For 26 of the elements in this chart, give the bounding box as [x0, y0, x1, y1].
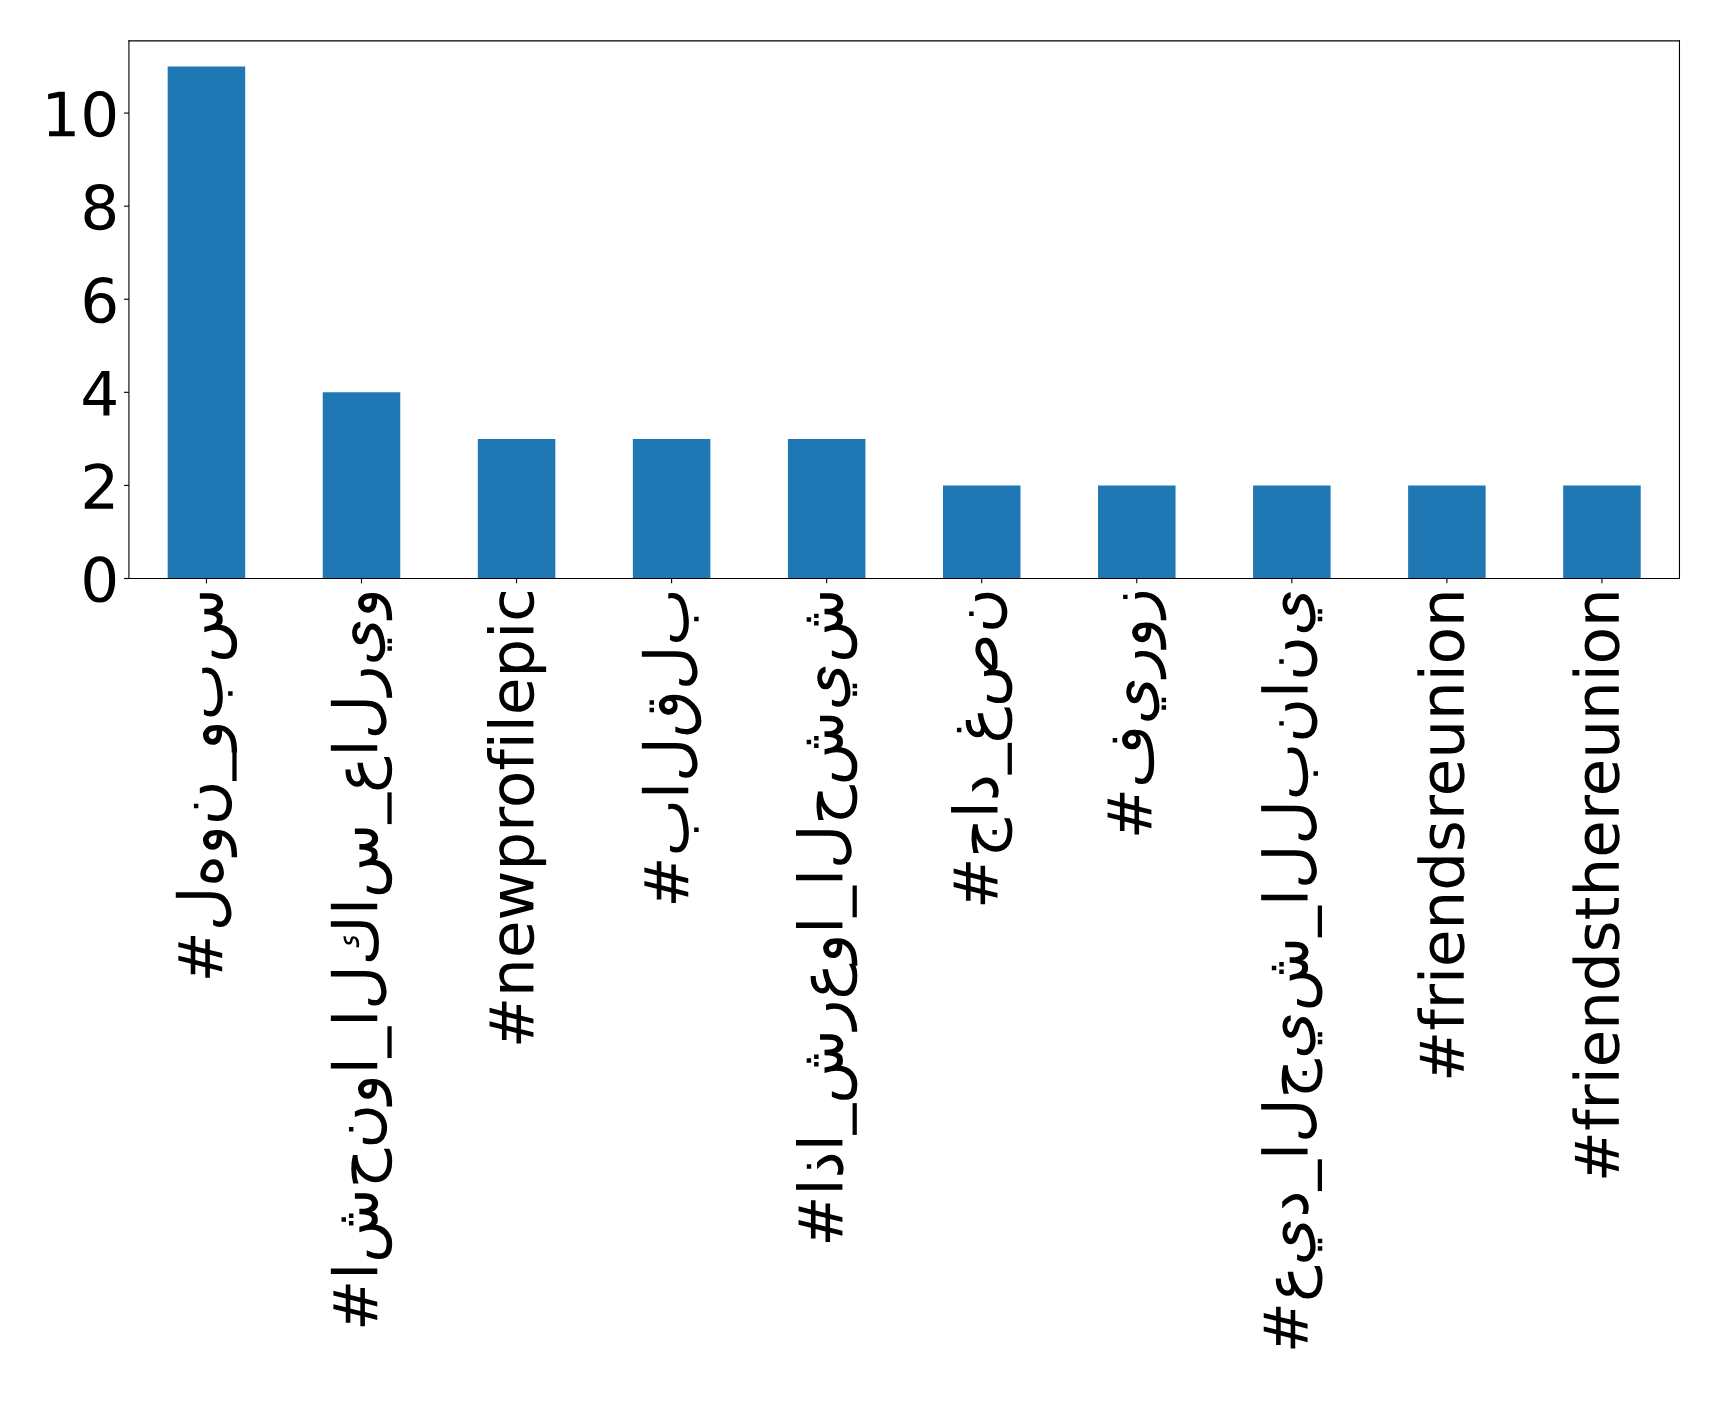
y-tick-label: 0: [84, 556, 116, 603]
bar: [167, 66, 246, 579]
bar: [1253, 485, 1331, 579]
x-tick-label: #بالقلب: [641, 592, 702, 903]
bar: [632, 438, 711, 579]
bar: [1098, 485, 1176, 579]
bar: [1563, 485, 1641, 579]
bar: [942, 485, 1021, 579]
y-tick-label: 10: [48, 90, 116, 138]
x-tick-label: #فيروز: [1107, 591, 1167, 835]
y-tick-label: 6: [84, 277, 116, 324]
y-tick-label: 4: [83, 370, 116, 416]
x-tick-label: #friendsthereunion: [1572, 593, 1620, 1178]
y-tick-label: 2: [84, 463, 114, 509]
bar: [787, 438, 866, 579]
y-tick-label: 8: [84, 184, 116, 231]
bar: [322, 392, 401, 579]
x-tick-label: #لهون_وبس: [175, 593, 238, 978]
x-tick-label: #جاد_غصن: [951, 592, 1013, 905]
x-tick-label: #friendsreunion: [1417, 593, 1465, 1078]
x-tick-label: #عيد_الجيش_اللبناني: [1261, 592, 1323, 1349]
bar: [1408, 485, 1486, 579]
x-tick-label: #اشحنوا_الكاس_عالريو: [330, 592, 393, 1327]
bar: [477, 438, 556, 579]
x-tick-label: #اذا_شرعوا_الحشيش: [795, 593, 858, 1242]
x-tick-label: #newprofilepic: [486, 592, 547, 1044]
